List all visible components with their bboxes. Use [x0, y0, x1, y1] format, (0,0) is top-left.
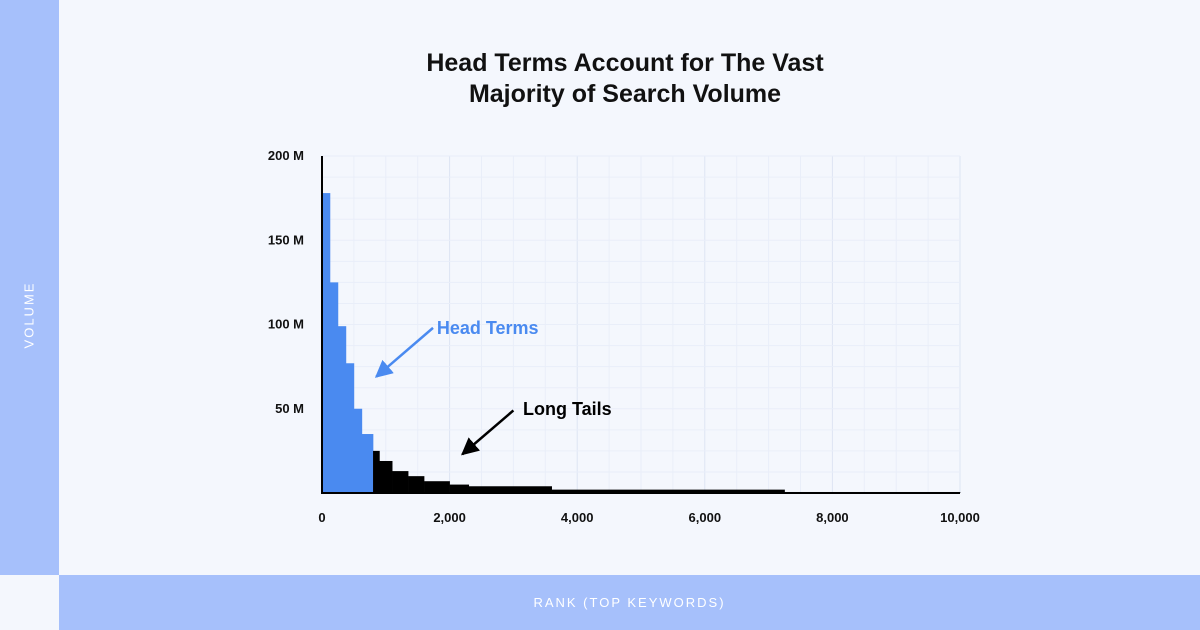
- chart-title-line-1: Head Terms Account for The Vast: [426, 49, 824, 77]
- y-tick-label: 150 M: [268, 232, 304, 247]
- y-tick-label: 50 M: [275, 401, 304, 416]
- bar: [551, 489, 785, 493]
- chart-title: Head Terms Account for The Vast Majority…: [300, 48, 950, 110]
- x-tick-label: 4,000: [561, 510, 594, 525]
- bar: [408, 476, 425, 493]
- x-tick-label: 6,000: [689, 510, 722, 525]
- y-tick-label: 100 M: [268, 317, 304, 332]
- x-tick-label: 8,000: [816, 510, 849, 525]
- bar: [329, 282, 339, 493]
- annotation-arrow: [461, 409, 515, 456]
- x-tick-label: 10,000: [940, 510, 980, 525]
- bar: [322, 193, 331, 493]
- bar: [373, 450, 380, 493]
- bar: [353, 408, 363, 493]
- annotation-label: Long Tails: [523, 399, 612, 419]
- annotations: Head Terms Long Tails: [374, 318, 612, 456]
- x-tick-label: 0: [318, 510, 325, 525]
- annotation-arrow: [374, 326, 434, 378]
- x-tick-label: 2,000: [433, 510, 466, 525]
- histogram-chart: 50 M 100 M 150 M 200 M 0 2,000 4,000 6,000 8,000…: [268, 148, 980, 525]
- chart-title-line-2: Majority of Search Volume: [468, 80, 782, 108]
- bar: [468, 486, 552, 493]
- axes: [321, 156, 960, 494]
- tick-labels: 50 M 100 M 150 M 200 M 0 2,000 4,000 6,000 8,000…: [268, 148, 980, 525]
- bar: [392, 471, 409, 493]
- bar: [424, 481, 450, 493]
- bar: [379, 460, 393, 493]
- bar: [345, 363, 355, 493]
- bar: [449, 484, 470, 493]
- x-axis-label: RANK (TOP KEYWORDS): [533, 595, 726, 610]
- bar: [361, 434, 374, 493]
- y-tick-label: 200 M: [268, 148, 304, 163]
- x-axis-band: RANK (TOP KEYWORDS): [59, 575, 1200, 630]
- y-axis-band: VOLUME: [0, 0, 59, 575]
- grid: [322, 155, 961, 493]
- bar: [337, 326, 347, 493]
- annotation-label: Head Terms: [437, 318, 539, 338]
